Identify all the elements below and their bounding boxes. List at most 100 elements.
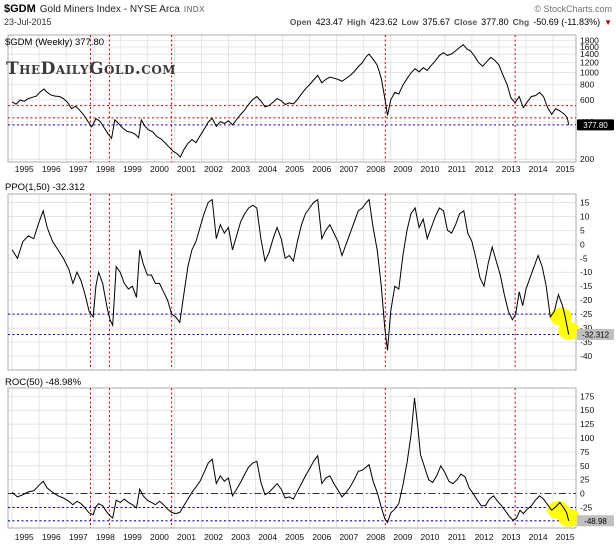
y-tick-label: 0 <box>580 239 585 249</box>
highlight-ellipse <box>558 509 581 527</box>
y-tick-label: -5 <box>580 253 588 263</box>
x-tick-label: 2007 <box>339 164 358 174</box>
x-tick-label: 2000 <box>150 164 169 174</box>
x-tick-label: 1999 <box>123 532 142 542</box>
x-tick-label: 2011 <box>448 532 467 542</box>
x-tick-label: 1995 <box>15 164 34 174</box>
x-tick-label: 2009 <box>393 532 412 542</box>
x-tick-label: 2010 <box>420 532 439 542</box>
panel2-chart: 15 10 5 0 -5 -10 -15 -20 -25 -30 -35 -40 -32.312 PPO(… <box>5 182 614 371</box>
ppo-line <box>11 198 570 351</box>
x-tick-label: 2003 <box>231 164 250 174</box>
x-tick-label: 1996 <box>42 532 61 542</box>
x-tick-label: 2011 <box>448 164 467 174</box>
down-arrow-icon: ▼ <box>604 18 612 27</box>
x-tick-label: 2009 <box>393 164 412 174</box>
plot-frame <box>7 34 577 163</box>
y-tick-label: 5 <box>580 225 585 235</box>
plot-frame <box>7 193 577 371</box>
y-tick-label: -10 <box>580 267 593 277</box>
x-tick-label: 2010 <box>420 164 439 174</box>
high-label: High <box>347 17 366 27</box>
x-tick-label: 2013 <box>502 164 521 174</box>
y-tick-label: 50 <box>580 461 590 471</box>
y-tick-label: 100 <box>580 433 594 443</box>
y-tick-label: 75 <box>580 447 590 457</box>
x-tick-label: 2003 <box>231 532 250 542</box>
high-value: 423.62 <box>369 17 398 27</box>
y-tick-label: -35 <box>580 337 593 347</box>
y-tick-label: 1000 <box>580 67 599 77</box>
plot-frame <box>7 387 577 529</box>
y-tick-label: 10 <box>580 211 590 221</box>
chart-date: 23-Jul-2015 <box>4 17 52 27</box>
last-value-marker <box>577 329 614 341</box>
y-tick-label: 1600 <box>580 42 599 52</box>
y-tick-label: 15 <box>580 197 590 207</box>
y-tick-label: -25 <box>580 309 593 319</box>
last-value-label: -48.98 <box>584 517 607 526</box>
x-tick-label: 2005 <box>285 164 304 174</box>
y-tick-label: 600 <box>580 95 594 105</box>
y-tick-label: 125 <box>580 419 594 429</box>
y-tick-label: 150 <box>580 405 594 415</box>
last-value-marker <box>577 515 614 527</box>
x-tick-label: 2004 <box>258 532 277 542</box>
x-tick-label: 2014 <box>529 532 548 542</box>
open-label: Open <box>289 17 312 27</box>
panel1-chart: 1800160014001200100080060040020019951996… <box>5 34 614 174</box>
x-tick-label: 1996 <box>42 164 61 174</box>
panel-legend: ROC(50) -48.98% <box>5 377 82 388</box>
price-panel: 1800160014001200100080060040020019951996… <box>0 28 616 180</box>
x-tick-label: 2012 <box>475 532 494 542</box>
x-tick-label: 1998 <box>96 164 115 174</box>
y-tick-label: -40 <box>580 351 593 361</box>
x-tick-label: 2014 <box>529 164 548 174</box>
y-tick-label: -20 <box>580 295 593 305</box>
chart-header: $GDM Gold Miners Index - NYSE Arca INDX … <box>0 0 616 28</box>
x-tick-label: 2002 <box>204 164 223 174</box>
x-tick-label: 2005 <box>285 532 304 542</box>
x-tick-label: 2006 <box>312 532 331 542</box>
roc-panel: 1751501251007550250-25-50199519961997199… <box>0 376 616 551</box>
x-tick-label: 2006 <box>312 164 331 174</box>
symbol-name: Gold Miners Index - NYSE Arca <box>39 4 180 15</box>
chg-value: -50.69 (-11.83%) <box>533 17 601 27</box>
open-value: 423.47 <box>315 17 344 27</box>
x-tick-label: 2012 <box>475 164 494 174</box>
x-tick-label: 2008 <box>366 164 385 174</box>
panel-legend: PPO(1,50) -32.312 <box>5 182 85 193</box>
y-tick-label: 175 <box>580 391 594 401</box>
low-label: Low <box>401 17 419 27</box>
x-tick-label: 1999 <box>123 164 142 174</box>
ppo-panel: 15 10 5 0 -5 -10 -15 -20 -25 -30 -35 -40 -32.312 PPO(… <box>0 180 616 376</box>
quote-line: Open 423.47 High 423.62 Low 375.67 Close… <box>290 17 612 27</box>
y-tick-label: 25 <box>580 475 590 485</box>
highlight-ellipse <box>550 307 573 326</box>
y-tick-label: -30 <box>580 323 593 333</box>
last-value-label: 377.80 <box>583 121 608 130</box>
x-tick-label: 1998 <box>96 532 115 542</box>
close-value: 377.80 <box>481 17 509 27</box>
y-tick-label: 800 <box>580 79 594 89</box>
copyright: © StockCharts.com <box>534 4 612 14</box>
x-tick-label: 2015 <box>556 164 575 174</box>
roc-line <box>11 397 570 524</box>
y-tick-label: 1400 <box>580 49 599 59</box>
x-tick-label: 2004 <box>258 164 277 174</box>
x-tick-label: 1995 <box>15 532 34 542</box>
watermark: TheDailyGold.com <box>6 59 176 79</box>
y-tick-label: 1200 <box>580 58 599 68</box>
close-label: Close <box>453 17 478 27</box>
title-row: $GDM Gold Miners Index - NYSE Arca INDX … <box>4 3 612 17</box>
y-tick-label: -25 <box>580 502 593 512</box>
x-tick-label: 2007 <box>339 532 358 542</box>
exchange-label: INDX <box>183 5 205 14</box>
y-tick-label: 1800 <box>580 36 599 46</box>
symbol: $GDM <box>4 3 36 15</box>
last-value-marker <box>577 119 614 131</box>
x-tick-label: 2001 <box>177 164 196 174</box>
low-value: 375.67 <box>422 17 450 27</box>
x-tick-label: 2001 <box>177 532 196 542</box>
